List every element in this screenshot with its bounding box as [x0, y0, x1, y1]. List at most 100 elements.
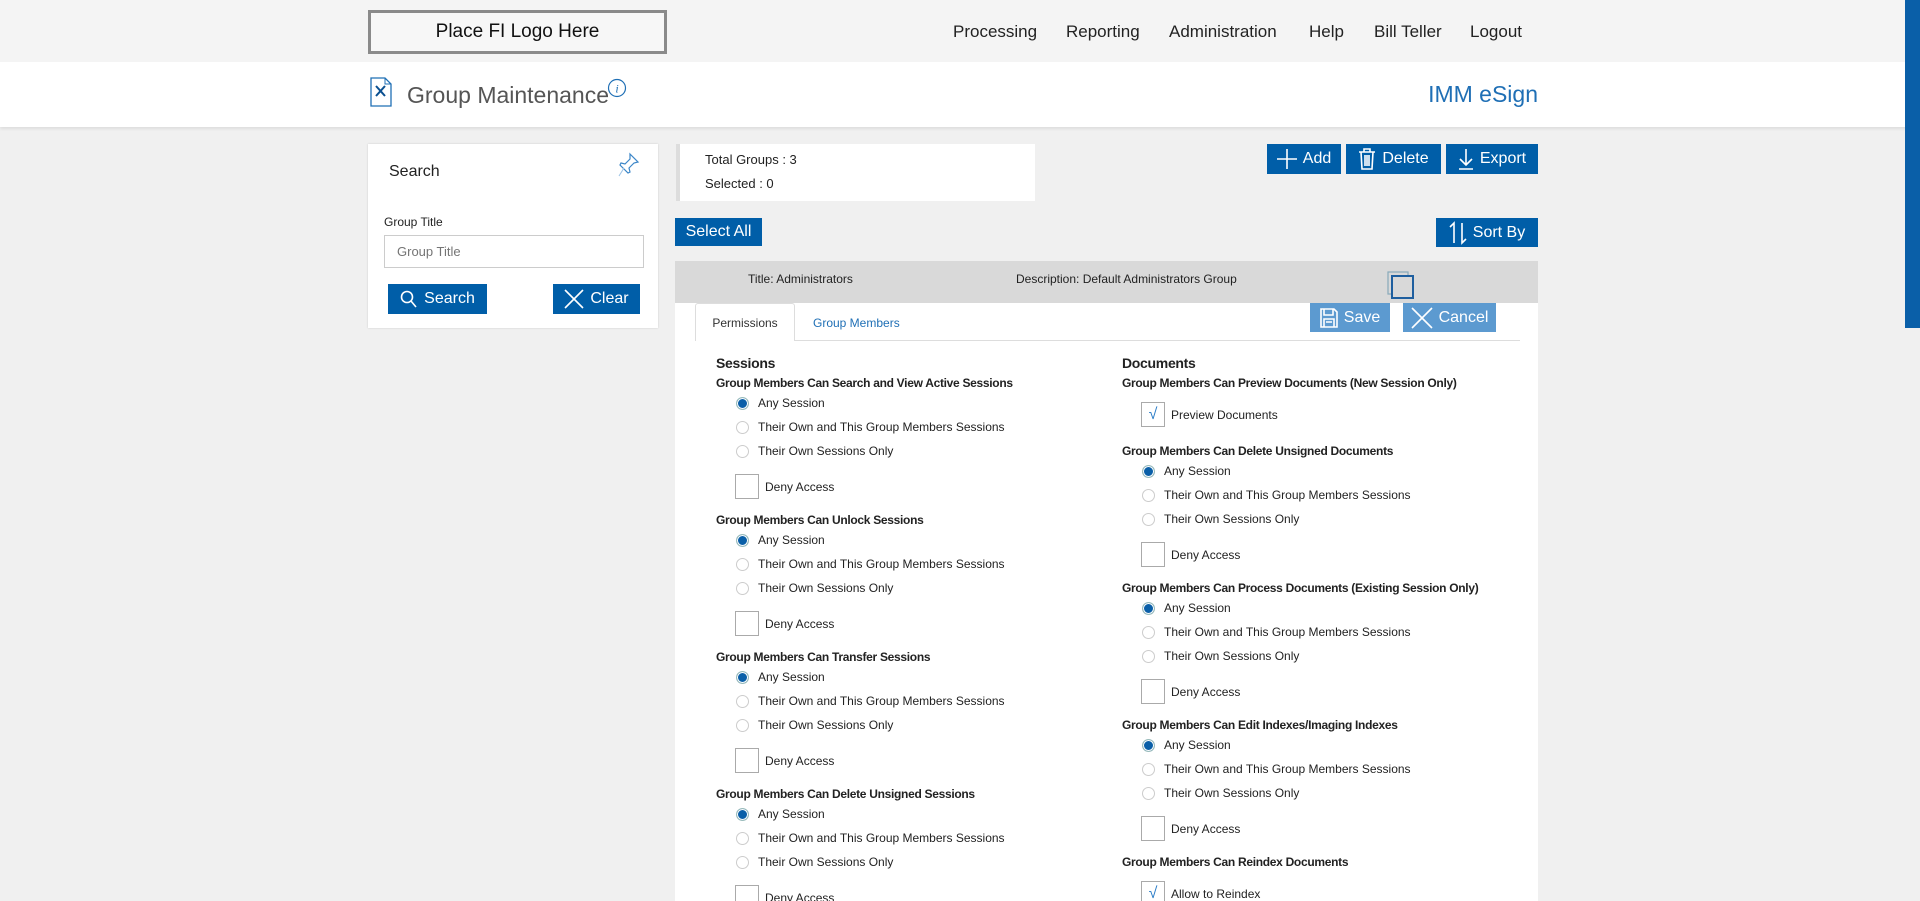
radio-unselected[interactable]	[1142, 786, 1155, 800]
radio-option[interactable]: Any Session	[1142, 464, 1231, 478]
checkbox[interactable]	[735, 748, 759, 773]
scrollbar-thumb[interactable]	[1905, 0, 1920, 328]
radio-option[interactable]: Their Own and This Group Members Session…	[736, 420, 1005, 434]
radio-option[interactable]: Their Own Sessions Only	[1142, 649, 1299, 663]
pin-icon[interactable]	[618, 152, 640, 178]
nav-administration[interactable]: Administration	[1169, 22, 1277, 41]
permission-title: Group Members Can Delete Unsigned Docume…	[1122, 444, 1394, 458]
radio-selected[interactable]	[736, 533, 749, 547]
nav-processing[interactable]: Processing	[953, 22, 1038, 41]
sort-icon	[1449, 220, 1467, 245]
checkbox[interactable]	[1141, 816, 1165, 841]
nav-logout[interactable]: Logout	[1470, 22, 1522, 41]
export-button[interactable]: Export	[1446, 144, 1538, 174]
radio-option[interactable]: Their Own Sessions Only	[736, 855, 893, 869]
deny-access-checkbox[interactable]: Deny Access	[1141, 542, 1240, 567]
save-button[interactable]: Save	[1310, 303, 1390, 332]
deny-access-checkbox[interactable]: Deny Access	[735, 474, 834, 499]
preview-documents-checkbox[interactable]: √ Preview Documents	[1141, 402, 1278, 427]
info-icon[interactable]: i	[607, 78, 627, 98]
radio-option[interactable]: Any Session	[736, 807, 825, 821]
permission-title: Group Members Can Preview Documents (New…	[1122, 376, 1457, 390]
tab-group-members[interactable]: Group Members	[813, 316, 900, 330]
permission-title: Group Members Can Edit Indexes/Imaging I…	[1122, 718, 1398, 732]
clear-button[interactable]: Clear	[553, 284, 640, 314]
radio-label: Any Session	[758, 670, 825, 684]
radio-option[interactable]: Their Own Sessions Only	[1142, 786, 1299, 800]
add-label: Add	[1302, 150, 1332, 167]
radio-label: Their Own and This Group Members Session…	[1164, 762, 1411, 776]
deny-access-checkbox[interactable]: Deny Access	[1141, 679, 1240, 704]
nav-user[interactable]: Bill Teller	[1374, 22, 1442, 41]
radio-unselected[interactable]	[736, 557, 749, 571]
allow-reindex-checkbox[interactable]: √ Allow to Reindex	[1141, 881, 1260, 901]
radio-unselected[interactable]	[1142, 762, 1155, 776]
group-title: Title: Administrators	[748, 272, 853, 286]
radio-label: Their Own Sessions Only	[758, 855, 894, 869]
radio-option[interactable]: Any Session	[736, 533, 825, 547]
checkbox-label: Deny Access	[1171, 547, 1241, 562]
checkbox[interactable]	[1141, 679, 1165, 704]
select-all-button[interactable]: Select All	[675, 218, 762, 246]
radio-option[interactable]: Their Own Sessions Only	[736, 444, 893, 458]
add-button[interactable]: Add	[1267, 144, 1341, 174]
group-title-input[interactable]	[384, 235, 644, 268]
tab-divider	[695, 340, 1520, 341]
radio-unselected[interactable]	[1142, 625, 1155, 639]
permission-title: Group Members Can Unlock Sessions	[716, 513, 924, 527]
radio-unselected[interactable]	[736, 718, 749, 732]
radio-option[interactable]: Their Own and This Group Members Session…	[736, 831, 1005, 845]
radio-label: Any Session	[1164, 738, 1231, 752]
checkbox[interactable]	[735, 885, 759, 901]
radio-unselected[interactable]	[736, 855, 749, 869]
nav-reporting[interactable]: Reporting	[1066, 22, 1140, 41]
cancel-button[interactable]: Cancel	[1403, 303, 1496, 332]
radio-selected[interactable]	[736, 396, 749, 410]
radio-unselected[interactable]	[736, 581, 749, 595]
deny-access-checkbox[interactable]: Deny Access	[735, 611, 834, 636]
radio-unselected[interactable]	[1142, 488, 1155, 502]
checkbox[interactable]	[1141, 542, 1165, 567]
sort-by-button[interactable]: Sort By	[1436, 218, 1538, 247]
radio-unselected[interactable]	[736, 420, 749, 434]
radio-unselected[interactable]	[1142, 512, 1155, 526]
summary-box	[676, 144, 1035, 201]
delete-button[interactable]: Delete	[1346, 144, 1441, 174]
deny-access-checkbox[interactable]: Deny Access	[1141, 816, 1240, 841]
download-icon	[1458, 149, 1473, 170]
radio-unselected[interactable]	[736, 444, 749, 458]
radio-option[interactable]: Any Session	[1142, 601, 1231, 615]
radio-selected[interactable]	[1142, 601, 1155, 615]
radio-option[interactable]: Their Own Sessions Only	[1142, 512, 1299, 526]
radio-selected[interactable]	[1142, 464, 1155, 478]
tab-permissions[interactable]: Permissions	[695, 303, 795, 341]
radio-selected[interactable]	[736, 807, 749, 821]
radio-label: Their Own and This Group Members Session…	[758, 557, 1005, 571]
nav-help[interactable]: Help	[1309, 22, 1344, 41]
copy-icon[interactable]	[1387, 271, 1415, 299]
documents-heading: Documents	[1122, 355, 1196, 371]
radio-option[interactable]: Their Own Sessions Only	[736, 718, 893, 732]
permission-title: Group Members Can Transfer Sessions	[716, 650, 931, 664]
deny-access-checkbox[interactable]: Deny Access	[735, 885, 834, 901]
radio-option[interactable]: Any Session	[736, 396, 825, 410]
search-button[interactable]: Search	[388, 284, 487, 314]
checkbox[interactable]	[735, 611, 759, 636]
checkbox[interactable]: √	[1141, 881, 1165, 901]
radio-selected[interactable]	[1142, 738, 1155, 752]
radio-option[interactable]: Any Session	[736, 670, 825, 684]
checkbox[interactable]: √	[1141, 402, 1165, 427]
deny-access-checkbox[interactable]: Deny Access	[735, 748, 834, 773]
radio-option[interactable]: Their Own and This Group Members Session…	[1142, 625, 1411, 639]
radio-option[interactable]: Their Own and This Group Members Session…	[1142, 488, 1411, 502]
radio-option[interactable]: Their Own and This Group Members Session…	[736, 694, 1005, 708]
radio-selected[interactable]	[736, 670, 749, 684]
radio-unselected[interactable]	[1142, 649, 1155, 663]
radio-unselected[interactable]	[736, 831, 749, 845]
radio-option[interactable]: Their Own and This Group Members Session…	[1142, 762, 1411, 776]
radio-option[interactable]: Their Own Sessions Only	[736, 581, 893, 595]
radio-option[interactable]: Their Own and This Group Members Session…	[736, 557, 1005, 571]
checkbox[interactable]	[735, 474, 759, 499]
radio-unselected[interactable]	[736, 694, 749, 708]
radio-option[interactable]: Any Session	[1142, 738, 1231, 752]
